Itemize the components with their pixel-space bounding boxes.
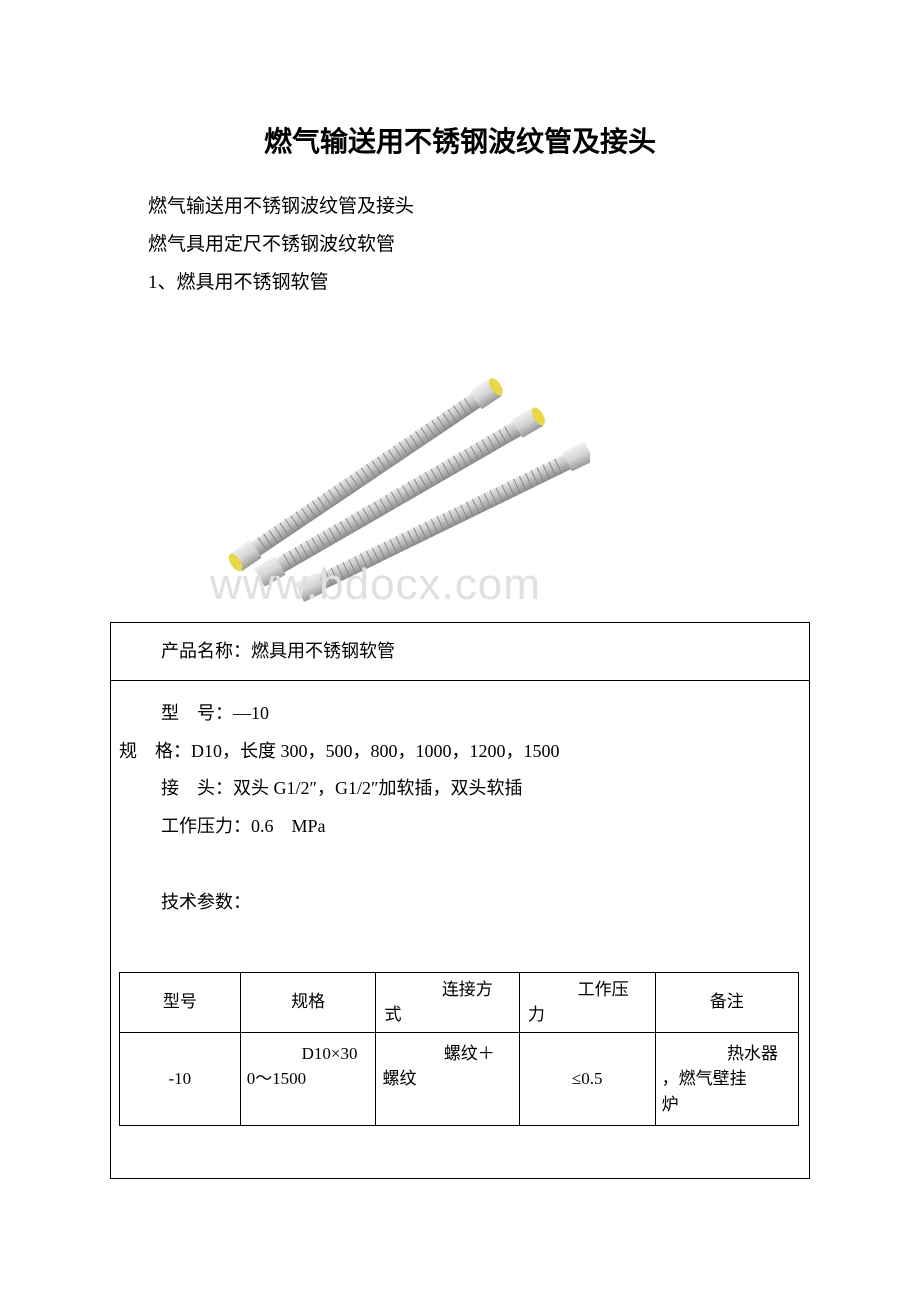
intro-line-3: 1、燃具用不锈钢软管 [110, 264, 810, 302]
td-spec: D10×30 0～1500 [240, 1032, 376, 1126]
th-model: 型号 [120, 972, 241, 1032]
product-info-box: 产品名称：燃具用不锈钢软管 型 号：—10 规 格：D10，长度 300，500… [110, 622, 810, 1179]
page-title: 燃气输送用不锈钢波纹管及接头 [110, 120, 810, 160]
intro-line-2: 燃气具用定尺不锈钢波纹软管 [110, 226, 810, 264]
spec-label: 规 格： [119, 741, 191, 761]
td-conn-top: 螺纹＋ [382, 1041, 512, 1067]
th-spec: 规格 [240, 972, 376, 1032]
connector-label: 接 头： [161, 778, 233, 798]
intro-line-1: 燃气输送用不锈钢波纹管及接头 [110, 188, 810, 226]
td-spec-bottom: 0～1500 [247, 1066, 370, 1092]
th-remark: 备注 [655, 972, 798, 1032]
model-line: 型 号：—10 [119, 695, 799, 733]
th-conn-bottom: 式 [384, 1002, 510, 1028]
pressure-label: 工作压力： [161, 816, 251, 836]
th-pressure-top: 工作压 [528, 977, 647, 1003]
watermark: www.bdocx.com [210, 560, 541, 610]
model-value: —10 [233, 703, 269, 723]
td-remark-mid: ，燃气壁挂 [662, 1066, 792, 1092]
td-remark-bottom: 炉 [662, 1092, 792, 1118]
pressure-line: 工作压力：0.6 MPa [119, 808, 799, 846]
td-remark: 热水器 ，燃气壁挂 炉 [655, 1032, 798, 1126]
model-label: 型 号： [161, 703, 233, 723]
td-conn-bottom: 螺纹 [382, 1066, 512, 1092]
product-name-value: 燃具用不锈钢软管 [251, 641, 395, 661]
tech-params-label: 技术参数： [119, 884, 799, 922]
th-conn: 连接方 式 [376, 972, 519, 1032]
pressure-value: 0.6 MPa [251, 816, 326, 836]
th-pressure: 工作压 力 [519, 972, 655, 1032]
spec-line: 规 格：D10，长度 300，500，800，1000，1200，1500 [119, 733, 799, 771]
connector-line: 接 头：双头 G1/2″，G1/2″加软插，双头软插 [119, 770, 799, 808]
td-model: -10 [120, 1032, 241, 1126]
product-name-row: 产品名称：燃具用不锈钢软管 [111, 623, 809, 681]
th-pressure-bottom: 力 [528, 1002, 647, 1028]
spec-table-row: -10 D10×30 0～1500 螺纹＋ 螺纹 ≤0.5 热水器 ，燃气壁挂 … [120, 1032, 799, 1126]
connector-value: 双头 G1/2″，G1/2″加软插，双头软插 [233, 778, 523, 798]
th-conn-top: 连接方 [384, 977, 510, 1003]
spec-table-header-row: 型号 规格 连接方 式 工作压 力 备注 [120, 972, 799, 1032]
td-pressure: ≤0.5 [519, 1032, 655, 1126]
product-name-label: 产品名称： [161, 641, 251, 661]
spec-value: D10，长度 300，500，800，1000，1200，1500 [191, 741, 560, 761]
td-spec-top: D10×30 [247, 1041, 370, 1067]
td-conn: 螺纹＋ 螺纹 [376, 1032, 519, 1126]
spec-table: 型号 规格 连接方 式 工作压 力 备注 -10 D10×30 [119, 972, 799, 1127]
product-details-row: 型 号：—10 规 格：D10，长度 300，500，800，1000，1200… [111, 681, 809, 1178]
td-remark-top: 热水器 [662, 1041, 792, 1067]
